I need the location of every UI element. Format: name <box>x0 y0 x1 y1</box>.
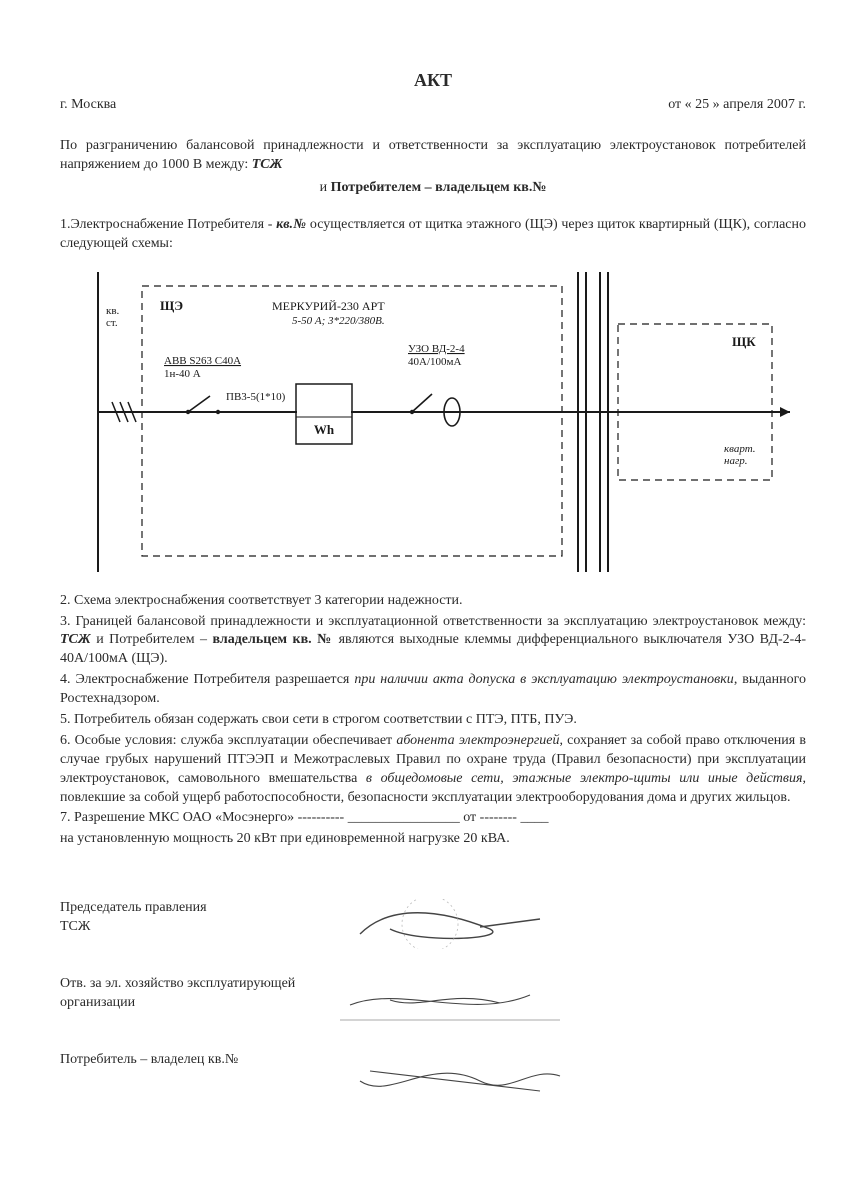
p1-kvno: кв.№ <box>276 217 306 232</box>
p6-d: в общедомовые сети, этажные электро-щиты… <box>366 771 803 786</box>
intro-line1: По разграничению балансовой принадлежнос… <box>60 137 806 175</box>
svg-text:1н-40 А: 1н-40 А <box>164 368 201 380</box>
p7-b: ________________ <box>348 810 460 825</box>
svg-text:МЕРКУРИЙ-230 АРТ: МЕРКУРИЙ-230 АРТ <box>272 299 385 313</box>
intro-line2-a: и <box>320 180 331 195</box>
signature-block: Председатель правления ТСЖ Отв. за эл. х… <box>60 899 806 1101</box>
p7-c: от -------- ____ <box>460 810 549 825</box>
para-4: 4. Электроснабжение Потребителя разрешае… <box>60 671 806 709</box>
svg-text:нагр.: нагр. <box>724 455 748 467</box>
svg-text:кварт.: кварт. <box>724 443 756 455</box>
para-3: 3. Границей балансовой принадлежности и … <box>60 613 806 670</box>
para-7-line2: на установленную мощность 20 кВт при еди… <box>60 830 806 849</box>
doc-title: АКТ <box>60 68 806 92</box>
para-5: 5. Потребитель обязан содержать свои сет… <box>60 711 806 730</box>
sig1-b: ТСЖ <box>60 919 90 934</box>
para-2: 2. Схема электроснабжения соответствует … <box>60 592 806 611</box>
svg-text:5-50 А; 3*220/380В.: 5-50 А; 3*220/380В. <box>292 315 385 327</box>
intro-line1-text: По разграничению балансовой принадлежнос… <box>60 138 806 172</box>
p3-a: 3. Границей балансовой принадлежности и … <box>60 614 806 629</box>
intro-consumer: Потребителем – владельцем кв.№ <box>331 180 547 195</box>
p4-a: 4. Электроснабжение Потребителя разрешае… <box>60 672 354 687</box>
sig1-a: Председатель правления <box>60 900 207 915</box>
para-6: 6. Особые условия: служба эксплуатации о… <box>60 732 806 808</box>
sig-consumer: Потребитель – владелец кв.№ <box>60 1051 330 1101</box>
svg-text:ЩЭ: ЩЭ <box>160 298 183 313</box>
p7-a: 7. Разрешение МКС ОАО «Мосэнерго» ------… <box>60 810 348 825</box>
sig-responsible: Отв. за эл. хозяйство эксплуатирующей ор… <box>60 975 330 1025</box>
p3-c: и Потребителем – <box>91 632 213 647</box>
intro-tsj: ТСЖ <box>252 157 283 172</box>
header-row: г. Москва от « 25 » апреля 2007 г. <box>60 96 806 115</box>
svg-text:ст.: ст. <box>106 317 118 329</box>
para-1: 1.Электроснабжение Потребителя - кв.№ ос… <box>60 216 806 254</box>
intro-line2: и Потребителем – владельцем кв.№ <box>60 179 806 198</box>
signature-scribble-2 <box>330 975 806 1025</box>
p1-a: 1.Электроснабжение Потребителя - <box>60 217 276 232</box>
svg-text:кв.: кв. <box>106 305 120 317</box>
signature-scribble-3 <box>330 1051 806 1101</box>
sig-chairman: Председатель правления ТСЖ <box>60 899 330 949</box>
city-label: г. Москва <box>60 96 116 115</box>
svg-text:АВВ S263 С40А: АВВ S263 С40А <box>164 355 241 367</box>
date-label: от « 25 » апреля 2007 г. <box>668 96 806 115</box>
p3-tsj: ТСЖ <box>60 632 91 647</box>
p4-b: при наличии акта допуска в эксплуатацию … <box>354 672 734 687</box>
svg-text:40А/100мА: 40А/100мА <box>408 356 461 368</box>
wiring-diagram: кв.ст. ЩЭ МЕРКУРИЙ-230 АРТ 5-50 А; 3*220/38… <box>60 272 806 572</box>
p6-b: абонента электроэнергией <box>396 733 559 748</box>
svg-text:ПВ3-5(1*10): ПВ3-5(1*10) <box>226 391 286 403</box>
svg-text:Wh: Wh <box>314 422 335 437</box>
p3-owner: владельцем кв. № <box>212 632 333 647</box>
svg-text:ЩК: ЩК <box>732 334 756 349</box>
p6-a: 6. Особые условия: служба эксплуатации о… <box>60 733 396 748</box>
para-7: 7. Разрешение МКС ОАО «Мосэнерго» ------… <box>60 809 806 828</box>
svg-text:УЗО ВД-2-4: УЗО ВД-2-4 <box>408 343 465 355</box>
signature-scribble-1 <box>330 899 806 949</box>
